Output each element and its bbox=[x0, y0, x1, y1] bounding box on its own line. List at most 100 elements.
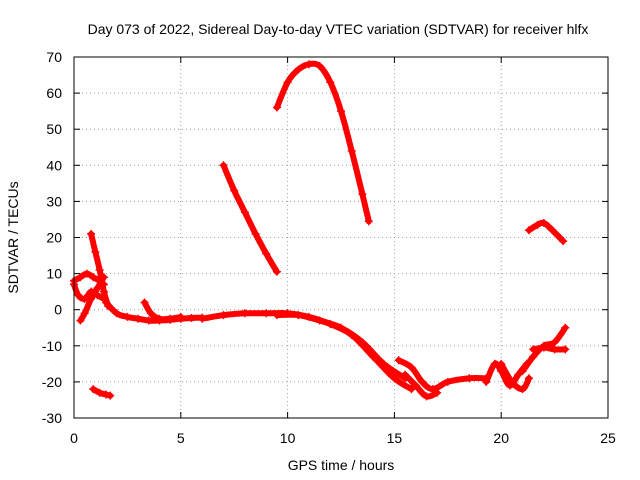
x-tick-label: 20 bbox=[493, 430, 509, 446]
ticks bbox=[73, 56, 609, 419]
data-point bbox=[198, 314, 207, 323]
data-point bbox=[87, 229, 96, 238]
data-point bbox=[80, 309, 89, 318]
data-point bbox=[539, 343, 548, 352]
data-point bbox=[262, 309, 271, 318]
data-point bbox=[337, 323, 345, 332]
y-tick-label: 20 bbox=[46, 230, 62, 246]
data-point bbox=[433, 388, 442, 397]
y-tick-label: -20 bbox=[42, 374, 62, 390]
data-point bbox=[272, 103, 281, 112]
y-tick-labels: -30 -20 -10 0 10 20 30 40 50 60 70 bbox=[42, 49, 62, 426]
data-point bbox=[561, 345, 570, 354]
series-arc-afternoon-low-b bbox=[401, 370, 442, 401]
data-point bbox=[74, 291, 83, 300]
data-point bbox=[539, 219, 548, 228]
series-line bbox=[483, 360, 530, 389]
series-arc-morning-baseline bbox=[102, 298, 207, 325]
series-arc-peak-10h bbox=[272, 60, 373, 226]
grid bbox=[74, 57, 608, 418]
series-arc-midday-baseline-b bbox=[272, 311, 410, 383]
y-tick-label: 10 bbox=[46, 266, 62, 282]
data-point bbox=[140, 298, 149, 307]
data-point bbox=[507, 377, 516, 386]
y-tick-label: 0 bbox=[54, 302, 62, 318]
data-point bbox=[407, 363, 416, 372]
data-point bbox=[294, 311, 303, 320]
series-arc-early-low bbox=[89, 385, 115, 400]
data-point bbox=[337, 107, 345, 116]
data-point bbox=[411, 381, 420, 390]
data-point bbox=[283, 78, 292, 87]
x-tick-label: 0 bbox=[70, 430, 78, 446]
data-point bbox=[76, 273, 85, 282]
data-point bbox=[240, 208, 249, 217]
series-arc-late-high bbox=[524, 219, 568, 246]
data-point bbox=[230, 186, 239, 195]
data-point bbox=[76, 316, 85, 325]
data-point bbox=[187, 314, 196, 323]
data-point bbox=[144, 316, 153, 325]
data-point bbox=[518, 385, 527, 394]
y-tick-label: 50 bbox=[46, 121, 62, 137]
data-point bbox=[87, 294, 96, 303]
data-point bbox=[251, 229, 260, 238]
data-point bbox=[155, 314, 164, 323]
series-line bbox=[273, 60, 372, 225]
data-point bbox=[272, 267, 281, 276]
data-point bbox=[99, 287, 108, 296]
data-point bbox=[262, 249, 271, 258]
data-point bbox=[146, 309, 155, 318]
series-line bbox=[199, 310, 415, 393]
data-point bbox=[240, 309, 249, 318]
chart-title: Day 073 of 2022, Sidereal Day-to-day VTE… bbox=[88, 21, 589, 37]
data-point bbox=[82, 269, 91, 278]
series-arc-evening-wiggle-b bbox=[497, 359, 533, 394]
data-point bbox=[123, 312, 132, 321]
data-point bbox=[514, 370, 523, 379]
series-arc-late-flat bbox=[529, 343, 570, 354]
data-point bbox=[112, 309, 121, 318]
x-axis-label: GPS time / hours bbox=[288, 457, 395, 473]
data-point bbox=[529, 345, 538, 354]
data-point bbox=[550, 338, 559, 347]
data-point bbox=[304, 60, 313, 69]
series-arc-descending-7h bbox=[219, 161, 281, 276]
data-point bbox=[106, 391, 115, 400]
data-point bbox=[443, 377, 452, 386]
data-point bbox=[394, 356, 403, 365]
data-point bbox=[422, 392, 431, 401]
series-line bbox=[530, 344, 569, 353]
x-tick-labels: 0 5 10 15 20 25 bbox=[70, 430, 616, 446]
y-tick-label: -10 bbox=[42, 338, 62, 354]
data-point bbox=[294, 65, 303, 74]
y-tick-label: 70 bbox=[46, 49, 62, 65]
data-point bbox=[89, 273, 98, 282]
series-line bbox=[402, 371, 441, 400]
series-line bbox=[220, 162, 280, 275]
data-point bbox=[95, 388, 104, 397]
data-point bbox=[358, 190, 367, 199]
series-arc-midday-baseline bbox=[198, 309, 416, 394]
y-tick-label: 60 bbox=[46, 85, 62, 101]
data-point bbox=[482, 377, 491, 386]
x-tick-label: 25 bbox=[600, 430, 616, 446]
data-point bbox=[497, 359, 506, 368]
data-point bbox=[102, 298, 111, 307]
data-point bbox=[219, 311, 228, 320]
data-point bbox=[166, 314, 175, 323]
data-point bbox=[548, 226, 557, 235]
series-line bbox=[103, 299, 206, 324]
y-tick-label: 30 bbox=[46, 193, 62, 209]
data-point bbox=[176, 312, 185, 321]
y-tick-label: -30 bbox=[42, 410, 62, 426]
x-tick-label: 5 bbox=[177, 430, 185, 446]
data-point bbox=[89, 385, 98, 394]
x-tick-label: 10 bbox=[280, 430, 296, 446]
data-point bbox=[219, 161, 228, 170]
data-point bbox=[347, 146, 356, 155]
data-point bbox=[102, 390, 111, 399]
data-point bbox=[364, 217, 373, 226]
